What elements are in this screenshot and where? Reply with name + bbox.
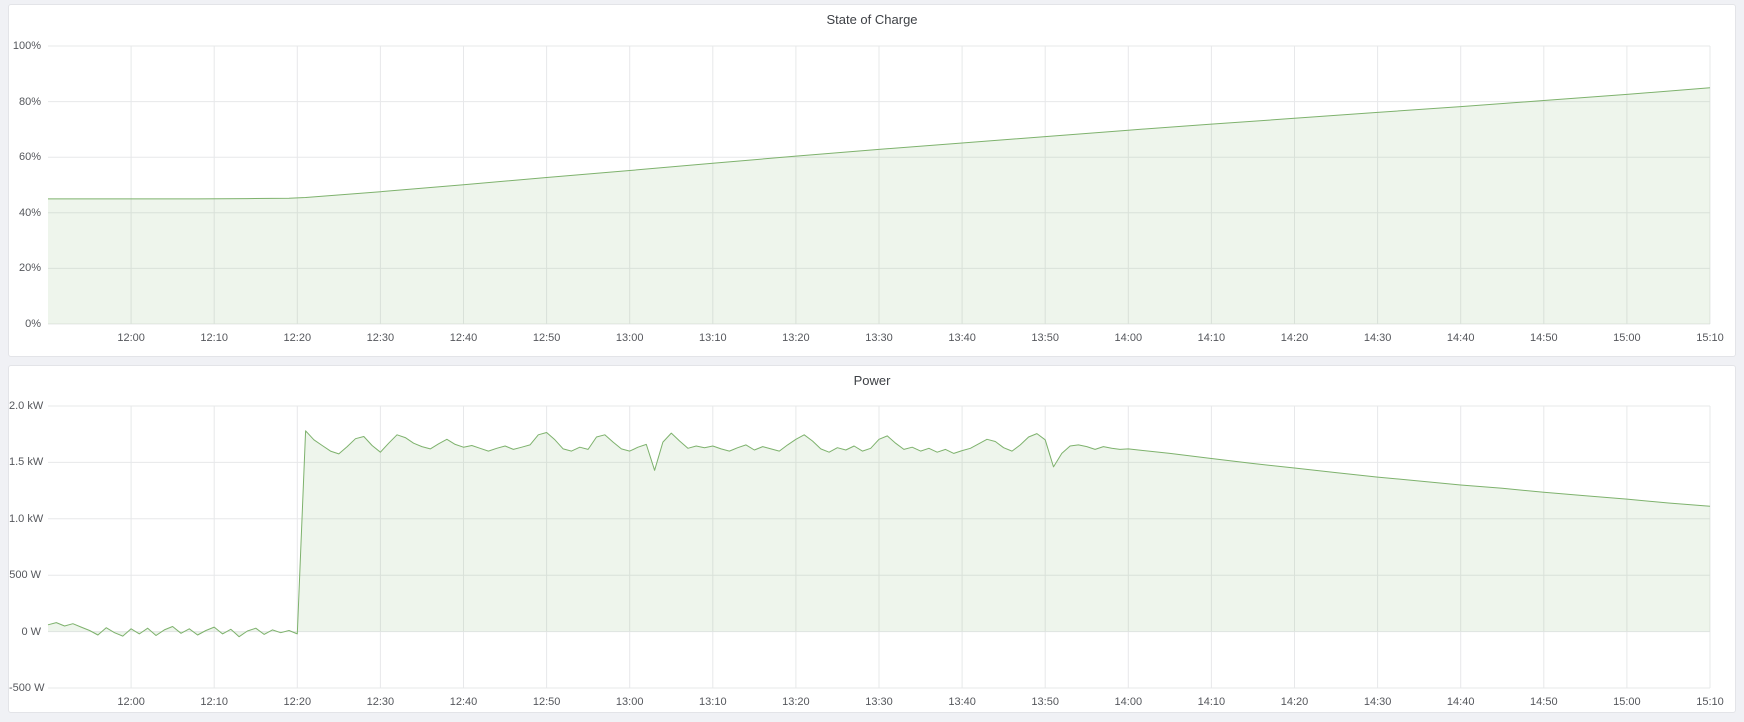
x-axis-tick-label: 12:50 [532,696,561,708]
x-axis-tick-label: 12:20 [283,696,312,708]
x-axis-tick-label: 14:00 [1114,332,1143,344]
state-of-charge-chart[interactable] [48,45,1711,325]
x-axis-tick-label: 12:20 [283,332,312,344]
x-axis-tick-label: 14:40 [1446,696,1475,708]
series-area-fill [48,87,1710,324]
x-axis-tick-label: 14:00 [1114,696,1143,708]
y-axis-tick-label: 0% [25,318,41,330]
x-axis-tick-label: 15:00 [1613,332,1641,344]
y-axis-tick-label: 80% [18,95,41,108]
x-axis-tick-label: 14:50 [1530,332,1558,344]
power-chart[interactable] [47,405,1711,689]
x-axis-tick-label: 13:00 [615,332,644,344]
x-axis-tick-label: 14:50 [1530,696,1558,708]
x-axis-tick-label: 13:10 [699,332,727,344]
x-axis-tick-label: 13:20 [782,696,810,708]
panel-title-state-of-charge[interactable]: State of Charge [826,12,918,27]
x-axis-tick-label: 13:50 [1031,332,1059,344]
x-axis-tick-label: 14:10 [1197,332,1226,344]
series-area-fill [48,430,1710,637]
y-axis-tick-label: 2.0 kW [9,400,44,412]
y-axis-tick-label: -500 W [9,682,45,694]
x-axis-tick-label: 12:00 [117,332,145,344]
y-axis-tick-label: 1.0 kW [9,512,44,525]
x-axis-tick-label: 13:30 [865,332,893,344]
x-axis-tick-label: 13:20 [782,332,810,344]
x-axis-tick-label: 12:40 [449,332,478,344]
y-axis-tick-label: 500 W [9,569,41,582]
x-axis-tick-label: 15:10 [1696,332,1724,344]
y-axis-tick-label: 100% [12,40,41,52]
x-axis-tick-label: 13:40 [948,332,976,344]
x-axis-tick-label: 12:30 [366,696,395,708]
grid-lines [48,45,1711,325]
panel-state-of-charge: State of Charge 0% 20% 40% 60% 80% 100% 12:00 1… [8,4,1736,357]
x-axis-tick-label: 12:50 [532,332,561,344]
x-axis-tick-label: 14:30 [1363,696,1392,708]
x-axis-tick-label: 12:40 [449,696,478,708]
x-axis-tick-label: 13:10 [699,696,727,708]
y-axis-tick-label: 20% [18,262,41,275]
x-axis-tick-label: 12:00 [117,696,145,708]
y-axis-tick-label: 40% [18,206,41,219]
x-axis-tick-label: 14:20 [1280,696,1309,708]
x-axis-tick-label: 12:10 [200,696,228,708]
x-axis-tick-label: 14:30 [1363,332,1392,344]
x-axis-tick-label: 15:10 [1696,696,1724,708]
panel-title-power[interactable]: Power [853,373,891,388]
y-axis-tick-label: 60% [18,151,41,164]
panel-power: Power -500 W 0 W 500 W 1.0 kW 1.5 kW 2.0 kW 12… [8,365,1736,713]
x-axis-tick-label: 15:00 [1613,696,1641,708]
chart-canvas [47,405,1711,689]
x-axis-tick-label: 14:20 [1280,332,1309,344]
series-line [47,430,1711,638]
x-axis-tick-label: 13:00 [615,696,644,708]
chart-canvas [48,45,1711,325]
x-axis-tick-label: 12:30 [366,332,395,344]
x-axis-tick-label: 13:40 [948,696,976,708]
x-axis-tick-label: 14:10 [1197,696,1226,708]
grid-lines [48,405,1711,689]
x-axis-tick-label: 13:50 [1031,696,1059,708]
y-axis-tick-label: 0 W [21,625,41,638]
x-axis-tick-label: 14:40 [1446,332,1475,344]
x-axis-tick-label: 13:30 [865,696,893,708]
y-axis-tick-label: 1.5 kW [9,456,44,469]
x-axis-tick-label: 12:10 [200,332,228,344]
series-line [48,87,1711,200]
